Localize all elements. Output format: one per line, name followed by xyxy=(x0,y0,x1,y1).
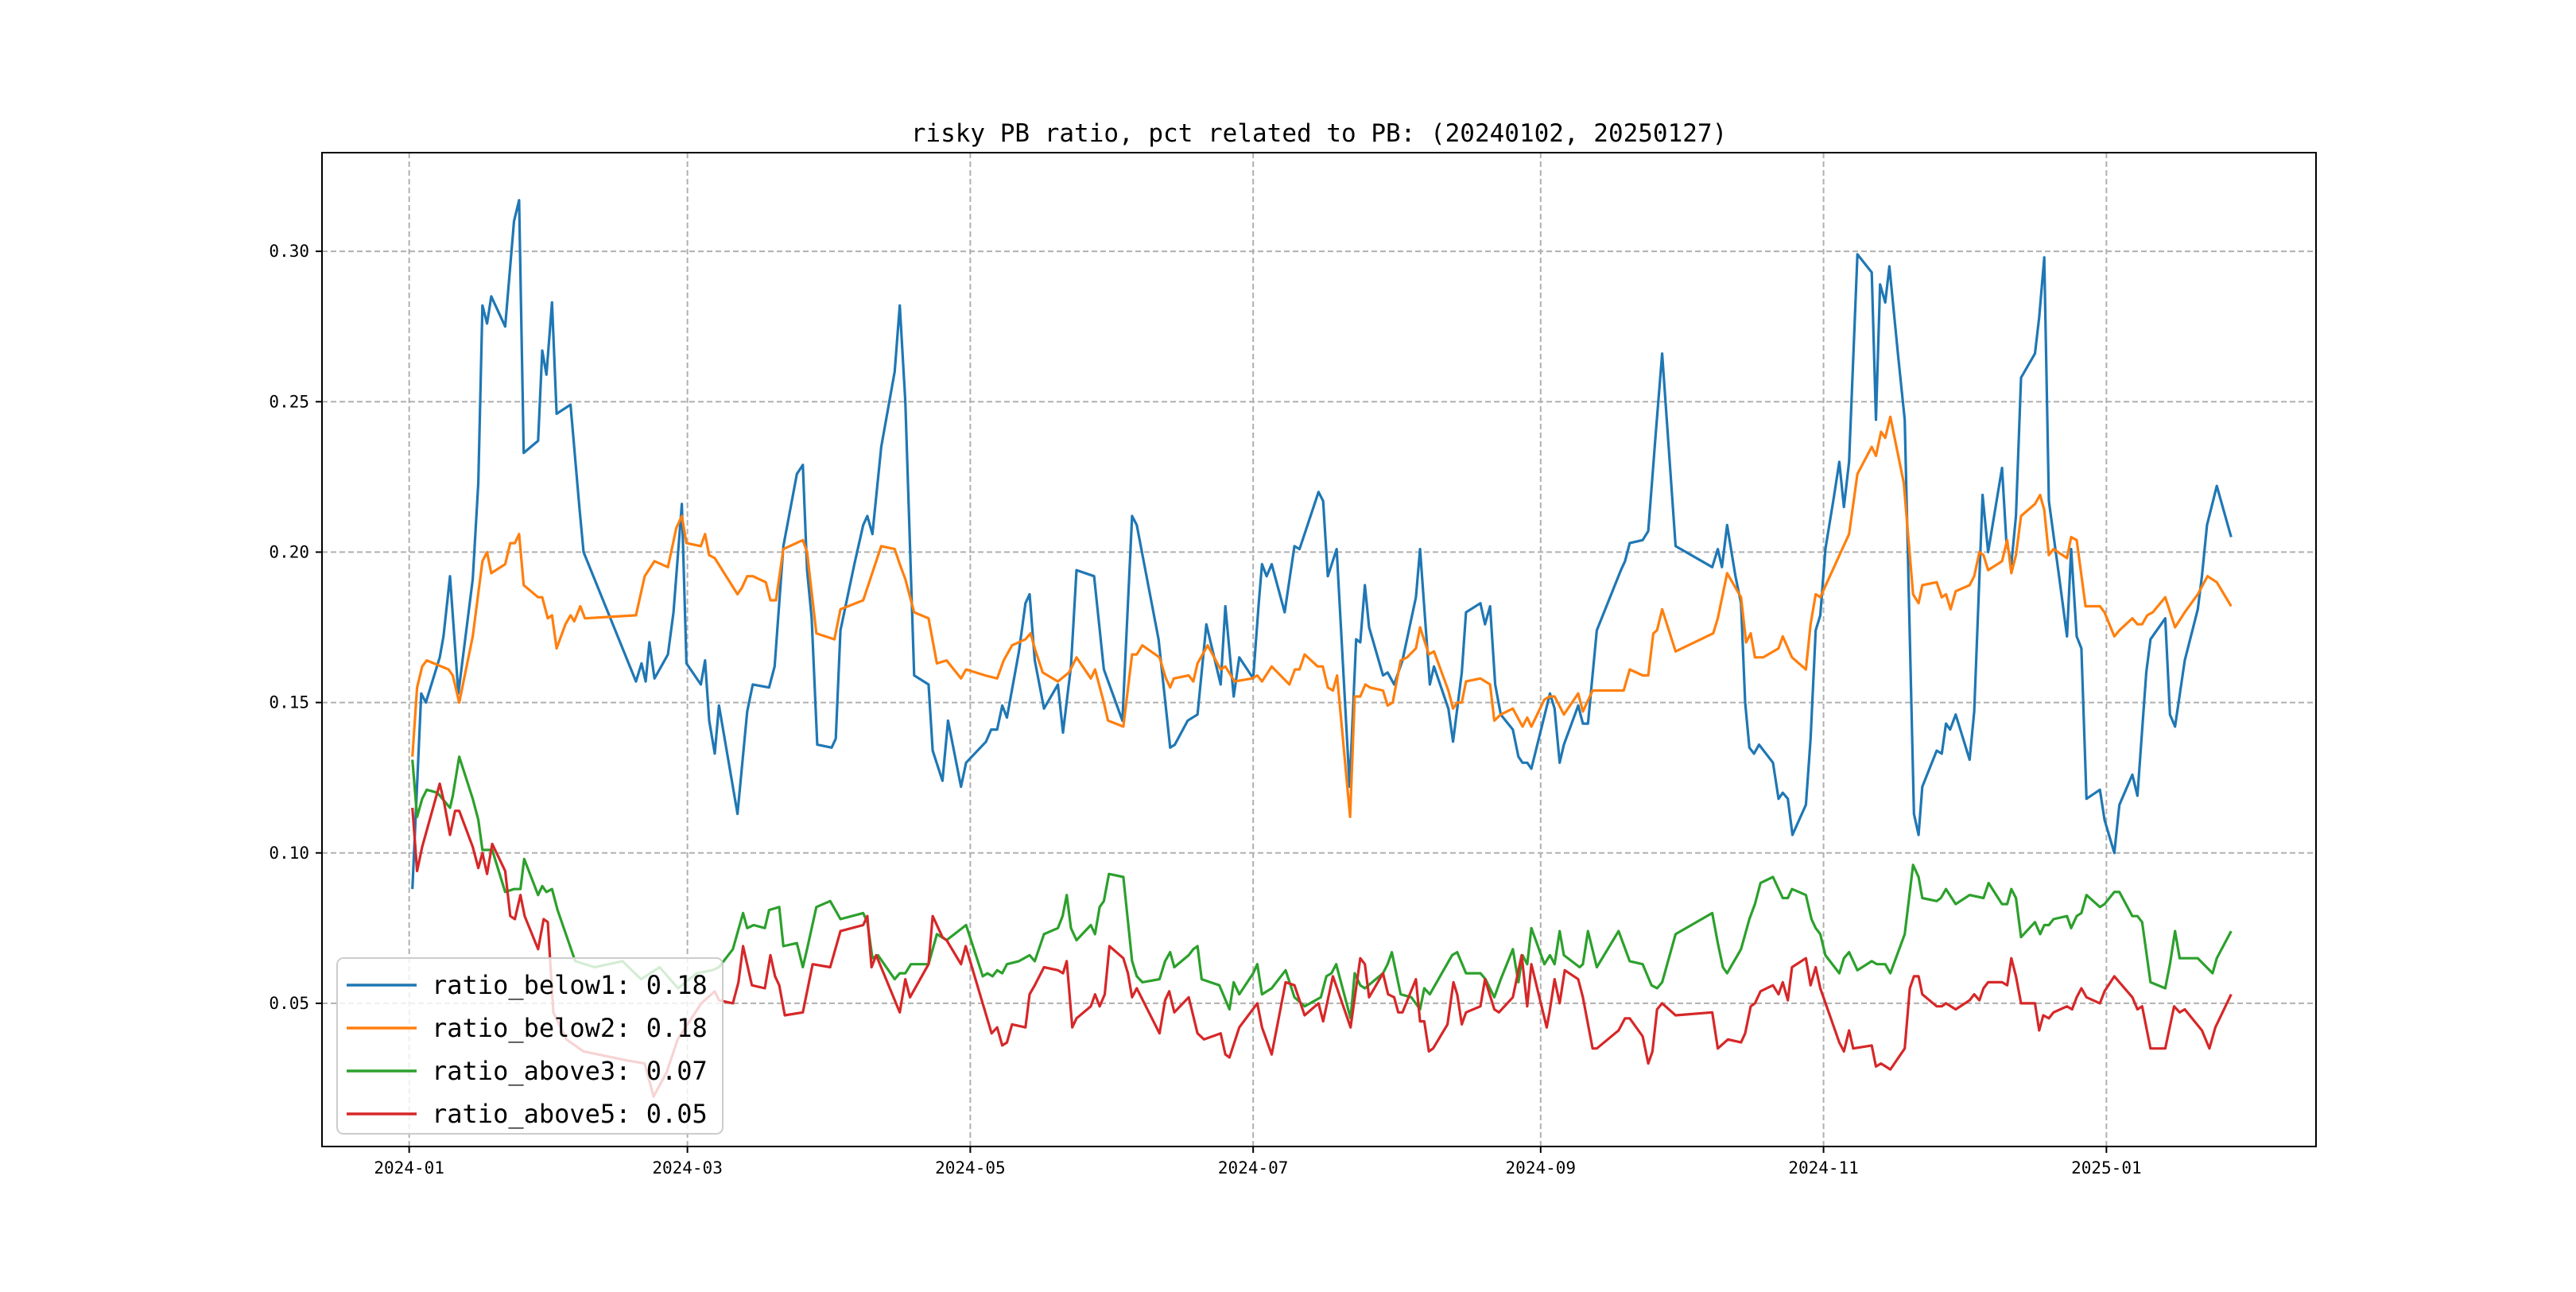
chart-title: risky PB ratio, pct related to PB: (2024… xyxy=(911,119,1728,148)
legend: ratio_below1: 0.18 ratio_below2: 0.18 rati… xyxy=(336,957,724,1135)
y-tick-label: 0.25 xyxy=(269,392,309,411)
legend-label: ratio_above3: 0.07 xyxy=(432,1056,708,1086)
series-lines xyxy=(411,199,2233,1098)
y-tick-label: 0.30 xyxy=(269,242,309,261)
x-tick-label: 2024-07 xyxy=(1218,1158,1289,1178)
legend-label: ratio_above5: 0.05 xyxy=(432,1099,708,1129)
x-tick-label: 2024-01 xyxy=(374,1158,444,1178)
x-tick-label: 2024-05 xyxy=(935,1158,1006,1178)
y-tick-label: 0.10 xyxy=(269,844,309,863)
x-tick-label: 2024-11 xyxy=(1788,1158,1859,1178)
legend-label: ratio_below1: 0.18 xyxy=(432,970,708,1000)
series-line-ratio-below2 xyxy=(411,415,2233,818)
series-line-ratio-above5 xyxy=(411,782,2233,1098)
axes-frame xyxy=(321,152,2317,1147)
legend-label: ratio_below2: 0.18 xyxy=(432,1013,708,1043)
x-tick-label: 2024-03 xyxy=(652,1158,723,1178)
x-tick-label: 2024-09 xyxy=(1506,1158,1577,1178)
y-tick-label: 0.15 xyxy=(269,693,309,712)
x-tick-label: 2025-01 xyxy=(2071,1158,2142,1178)
series-line-ratio-below1 xyxy=(411,199,2233,890)
y-tick-label: 0.05 xyxy=(269,994,309,1013)
y-tick-label: 0.20 xyxy=(269,542,309,561)
legend-box xyxy=(336,957,724,1135)
axis-ticks: 2024-01 2024-03 2024-05 2024-07 2024-09 2024-… xyxy=(269,242,2141,1178)
